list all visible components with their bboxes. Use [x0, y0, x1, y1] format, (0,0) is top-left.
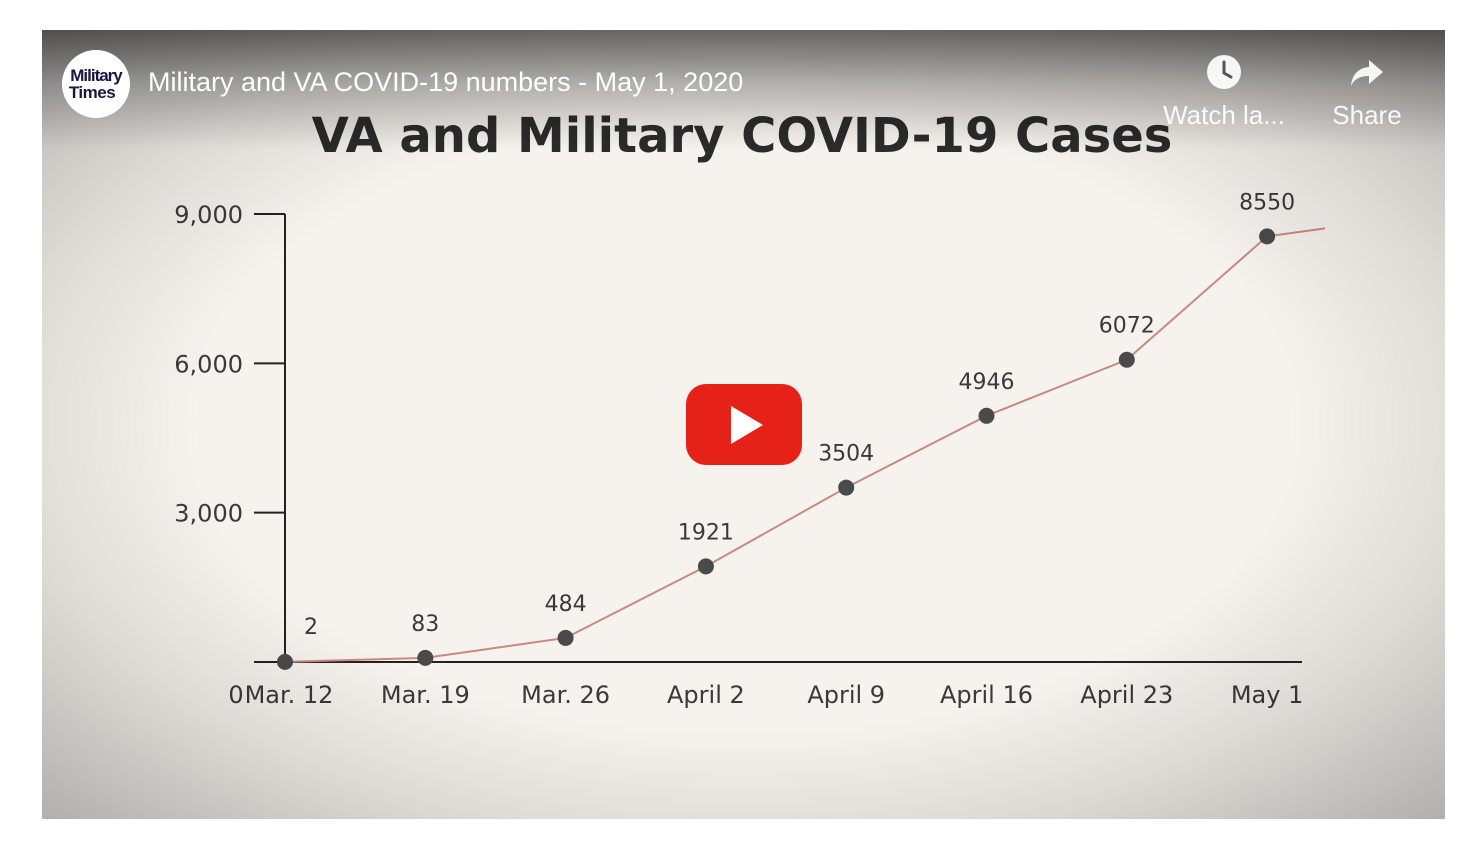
- series-line: [284, 235, 1268, 663]
- x-tick-label: Mar. 19: [381, 681, 470, 709]
- x-tick-label: April 16: [940, 681, 1033, 709]
- y-tick-label: 6,000: [174, 350, 243, 378]
- data-point: [557, 629, 574, 646]
- video-player[interactable]: VA and Military COVID-19 Cases 0 3,000 6,0…: [42, 30, 1445, 819]
- y-tick-label: 3,000: [174, 500, 243, 528]
- y-tick-label: 0: [228, 681, 243, 709]
- clock-icon: [1204, 52, 1244, 92]
- data-point: [978, 407, 995, 424]
- x-tick-label: Mar. 26: [521, 681, 610, 709]
- y-tick-label: 9,000: [174, 201, 243, 229]
- data-label: 484: [545, 592, 587, 617]
- share-button[interactable]: Share: [1292, 52, 1442, 131]
- data-point: [838, 479, 855, 496]
- watch-later-button[interactable]: Watch la...: [1149, 52, 1299, 131]
- video-title[interactable]: Military and VA COVID-19 numbers - May 1…: [148, 67, 744, 97]
- data-label: 1921: [678, 520, 734, 545]
- data-point: [1118, 351, 1135, 368]
- play-button[interactable]: [686, 384, 802, 465]
- data-point: [1259, 228, 1276, 245]
- data-label: 2: [304, 615, 318, 640]
- channel-logo-line1: Military: [70, 66, 123, 85]
- data-label: 3504: [818, 442, 874, 467]
- share-label: Share: [1332, 100, 1402, 130]
- chart-title: VA and Military COVID-19 Cases: [312, 108, 1173, 164]
- data-point: [277, 653, 293, 670]
- x-tick-label: Mar. 12: [245, 681, 334, 709]
- data-label: 6072: [1099, 314, 1155, 339]
- chart-series: 2 83 484 1921 3504 4946 6072 8550: [277, 190, 1326, 670]
- x-tick-label: April 9: [807, 681, 885, 709]
- x-tick-label: April 2: [667, 681, 745, 709]
- data-label: 83: [411, 612, 439, 637]
- watch-later-label: Watch la...: [1163, 100, 1285, 130]
- x-tick-label: April 23: [1080, 681, 1173, 709]
- share-arrow-icon: [1347, 52, 1387, 92]
- data-label: 8550: [1239, 190, 1295, 215]
- channel-avatar[interactable]: Military Times: [62, 50, 130, 118]
- data-point: [697, 558, 714, 575]
- data-label: 4946: [959, 370, 1015, 395]
- chart-axes: 0 3,000 6,000 9,000 Mar. 12 Mar. 19 Mar. 26 Apr…: [174, 201, 1303, 709]
- x-tick-label: May 1: [1231, 681, 1304, 709]
- data-point: [417, 649, 434, 666]
- channel-logo-line2: Times: [68, 83, 116, 102]
- play-icon: [731, 405, 763, 444]
- series-line-extension: [1266, 227, 1326, 238]
